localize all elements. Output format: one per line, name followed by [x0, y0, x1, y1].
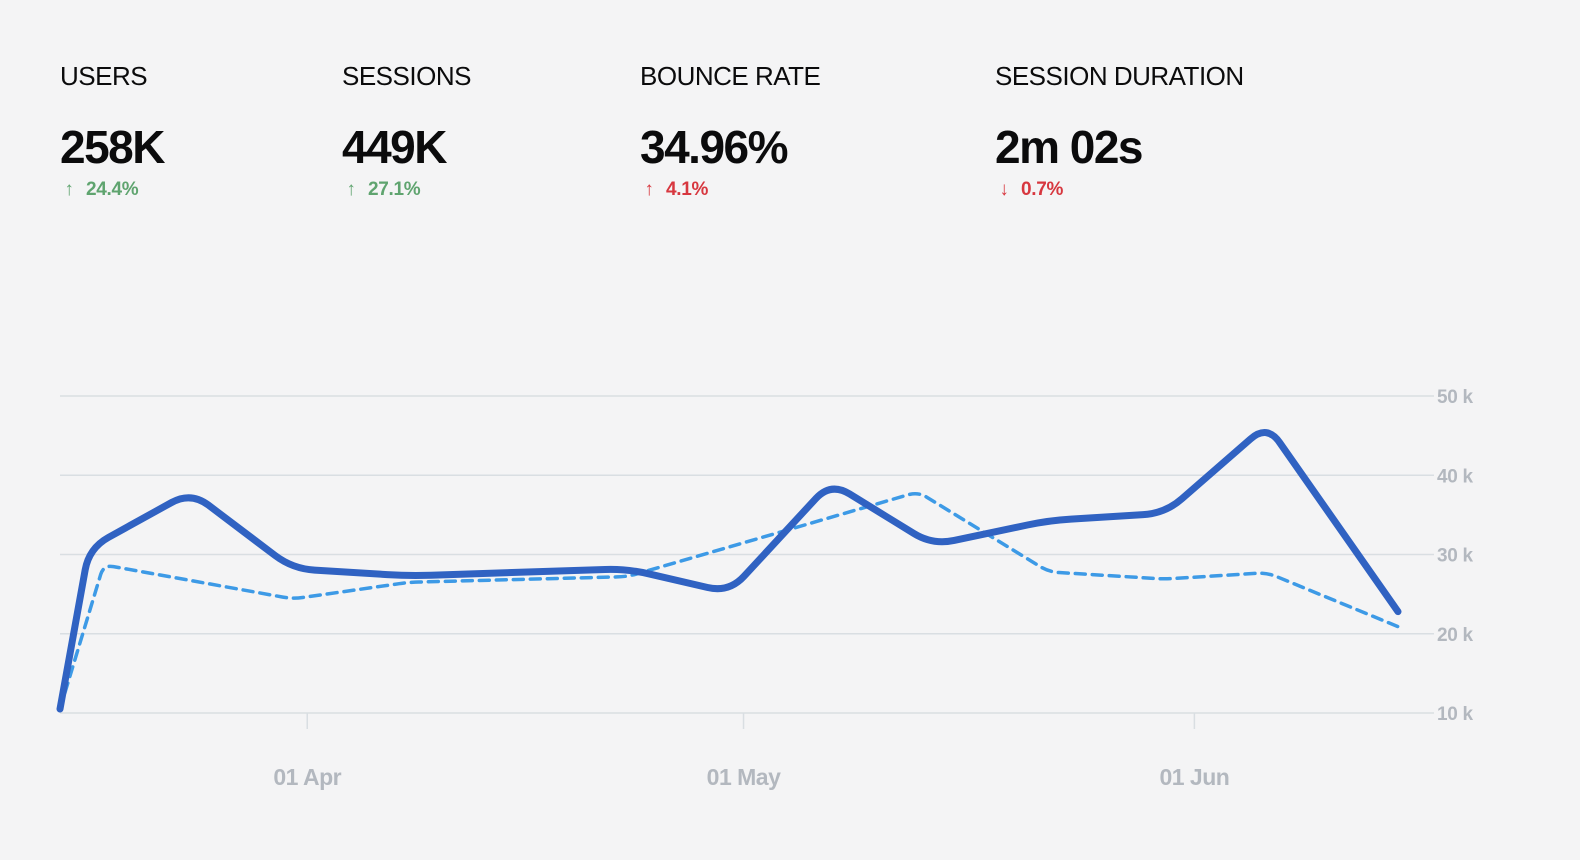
series-line-solid: [56, 429, 1402, 713]
arrow-down-icon: ↓: [999, 179, 1009, 200]
y-tick-label: 50 k: [1437, 387, 1474, 408]
arrow-up-icon: ↑: [644, 179, 654, 200]
kpi-sessions: SESSIONS 449K ↑ 27.1%: [342, 58, 471, 203]
y-tick-label: 30 k: [1437, 546, 1474, 567]
kpi-label: SESSIONS: [342, 61, 471, 91]
kpi-delta-value: 0.7%: [1021, 179, 1064, 200]
y-tick-label: 20 k: [1437, 625, 1474, 646]
kpi-value: 34.96%: [640, 121, 789, 173]
kpi-delta: ↑ 4.1%: [640, 177, 820, 203]
kpi-session-duration: SESSION DURATION 2m 02s ↓ 0.7%: [995, 58, 1244, 203]
x-tick-label: 01 Apr: [273, 764, 341, 790]
kpi-value: 258K: [60, 121, 165, 173]
kpi-label: SESSION DURATION: [995, 61, 1244, 91]
kpi-delta: ↑ 24.4%: [60, 177, 164, 203]
kpi-summary: USERS 258K ↑ 24.4% SESSIONS 449K ↑ 27.1%…: [0, 0, 1580, 240]
series-line-dashed: [58, 491, 1400, 711]
y-tick-label: 10 k: [1437, 704, 1474, 725]
y-tick-label: 40 k: [1437, 466, 1474, 487]
x-tick-label: 01 Jun: [1159, 764, 1229, 790]
kpi-bounce-rate: BOUNCE RATE 34.96% ↑ 4.1%: [640, 58, 821, 203]
kpi-users: USERS 258K ↑ 24.4%: [60, 58, 165, 203]
arrow-up-icon: ↑: [346, 179, 356, 200]
kpi-value: 449K: [342, 121, 447, 173]
kpi-label: USERS: [60, 61, 148, 91]
kpi-delta-value: 24.4%: [86, 179, 139, 200]
x-tick-label: 01 May: [707, 764, 781, 790]
kpi-delta-value: 27.1%: [368, 179, 421, 200]
kpi-delta: ↑ 27.1%: [342, 177, 471, 203]
arrow-up-icon: ↑: [64, 179, 74, 200]
kpi-delta-value: 4.1%: [666, 179, 709, 200]
kpi-value: 2m 02s: [995, 121, 1144, 173]
kpi-label: BOUNCE RATE: [640, 61, 821, 91]
kpi-delta: ↓ 0.7%: [995, 177, 1244, 203]
